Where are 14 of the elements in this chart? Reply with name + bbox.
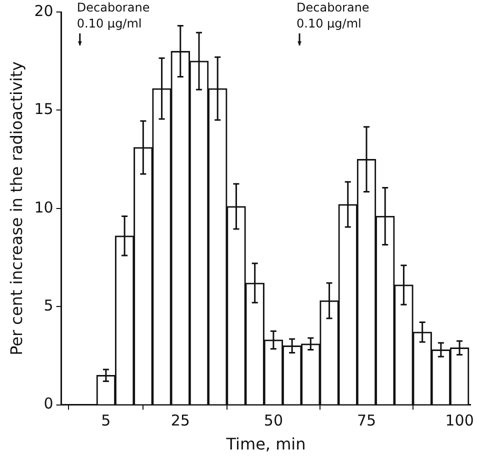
annotation: Decaborane 0.10 µg/ml	[296, 0, 370, 30]
x-tick-label: 100	[445, 412, 474, 430]
y-tick-label: 20	[34, 2, 54, 20]
y-tick-label: 5	[44, 296, 54, 314]
y-axis-title: Per cent increase in the radioactivity	[6, 61, 26, 356]
x-axis-title: Time, min	[225, 434, 306, 454]
annotation: Decaborane 0.10 µg/ml	[76, 0, 150, 30]
y-tick-label: 0	[44, 394, 54, 413]
y-tick-label: 10	[34, 198, 54, 216]
x-tick-label: 50	[264, 412, 283, 430]
x-tick-label: 5	[101, 412, 111, 430]
x-tick-label: 25	[170, 412, 190, 430]
x-tick-label: 75	[356, 412, 376, 430]
y-tick-label: 15	[34, 100, 54, 118]
